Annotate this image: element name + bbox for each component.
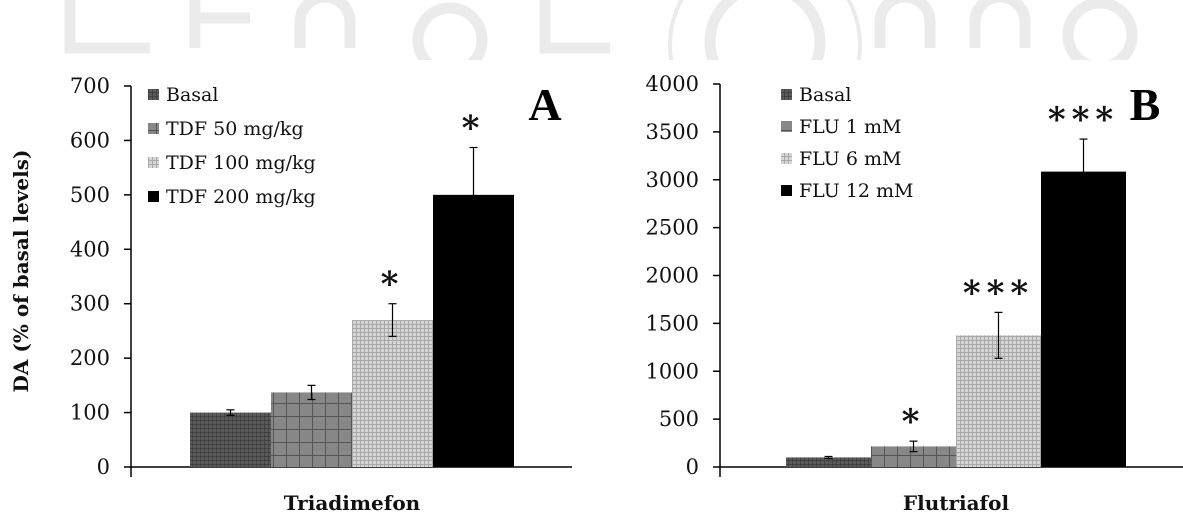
legend-label: FLU 6 mM — [799, 148, 901, 170]
significance-marker: * — [902, 402, 926, 442]
legend-label: TDF 100 mg/kg — [166, 152, 316, 174]
panel-letter: A — [528, 79, 561, 130]
bar — [871, 446, 956, 467]
x-axis-title: Flutriafol — [903, 491, 1010, 515]
legend-label: FLU 12 mM — [799, 180, 914, 202]
legend-label: TDF 50 mg/kg — [166, 118, 304, 140]
legend-swatch — [148, 89, 159, 100]
panel-a-chart: 0 100 200 300 400 500 600 700 * * Basal TDF 50 mg/k… — [70, 74, 572, 515]
y-tick-label: 300 — [70, 292, 110, 316]
y-tick-label: 2000 — [646, 264, 699, 288]
y-tick-label: 500 — [70, 183, 110, 207]
bar — [352, 320, 433, 467]
y-tick-label: 100 — [70, 401, 110, 425]
y-tick-label: 500 — [659, 407, 699, 431]
legend-swatch — [781, 89, 792, 100]
legend-label: Basal — [166, 84, 218, 106]
bar — [190, 412, 271, 467]
y-tick-label: 700 — [70, 74, 110, 98]
panel-letter: B — [1130, 79, 1161, 130]
significance-marker: * — [381, 265, 405, 305]
legend-label: Basal — [799, 84, 851, 106]
legend-label: TDF 200 mg/kg — [166, 186, 316, 208]
y-tick-label: 1000 — [646, 359, 699, 383]
legend-swatch — [781, 153, 792, 164]
legend-swatch — [148, 191, 159, 202]
y-tick-label: 0 — [97, 455, 110, 479]
y-tick-label: 2500 — [646, 216, 699, 240]
y-axis-title: DA (% of basal levels) — [9, 150, 33, 393]
legend-swatch — [781, 185, 792, 196]
x-axis-title: Triadimefon — [284, 491, 421, 515]
significance-marker: *** — [1048, 100, 1119, 140]
y-tick-label: 3500 — [646, 120, 699, 144]
significance-marker: *** — [963, 273, 1034, 313]
y-tick-label: 0 — [686, 455, 699, 479]
watermark-logo — [64, 0, 1138, 60]
y-tick-label: 3000 — [646, 168, 699, 192]
bar — [786, 457, 871, 467]
legend-swatch — [781, 121, 792, 132]
panel-b-chart: 05001000150020002500300035004000*******B… — [646, 72, 1183, 515]
bar — [1041, 171, 1126, 467]
y-tick-label: 1500 — [646, 311, 699, 335]
legend-swatch — [148, 123, 159, 134]
legend-label: FLU 1 mM — [799, 116, 901, 138]
y-tick-label: 400 — [70, 237, 110, 261]
legend-swatch — [148, 157, 159, 168]
y-tick-label: 4000 — [646, 72, 699, 96]
bar — [271, 392, 352, 467]
y-tick-label: 600 — [70, 128, 110, 152]
y-tick-label: 200 — [70, 346, 110, 370]
significance-marker: * — [462, 109, 486, 149]
